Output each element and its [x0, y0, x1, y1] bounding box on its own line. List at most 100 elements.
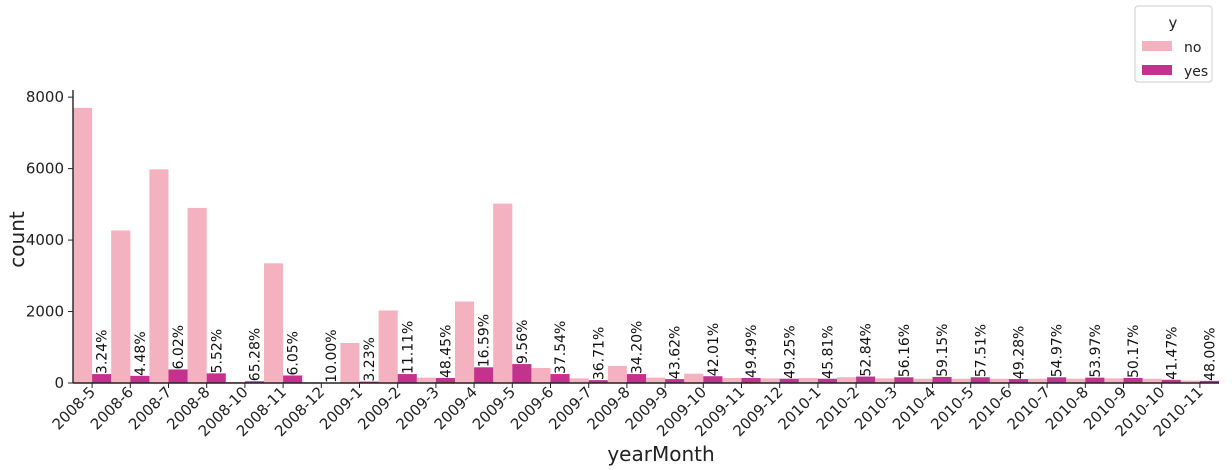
bar-no-2008-6 — [111, 230, 131, 383]
bar-yes-2009-4 — [474, 367, 494, 383]
percentage-label: 49.49% — [744, 325, 760, 378]
percentage-label: 54.97% — [1050, 324, 1066, 377]
bar-yes-2010-1 — [817, 378, 837, 383]
percentage-label: 9.56% — [515, 320, 531, 364]
bar-yes-2009-5 — [512, 364, 532, 383]
bar-yes-2008-10 — [244, 381, 264, 383]
percentage-label: 57.51% — [973, 324, 989, 377]
percentage-label: 49.28% — [1011, 326, 1027, 379]
legend-swatch-yes — [1142, 65, 1172, 75]
y-tick-label: 0 — [54, 374, 64, 392]
bar-no-2008-11 — [264, 263, 284, 383]
bar-no-2010-9 — [1104, 378, 1124, 383]
bar-no-2009-4 — [455, 301, 475, 383]
bar-yes-2009-12 — [779, 378, 799, 383]
bar-yes-2009-9 — [665, 379, 685, 383]
bar-yes-2008-6 — [130, 375, 150, 383]
percentage-label: 3.23% — [362, 337, 378, 381]
bar-no-2009-10 — [684, 373, 704, 383]
bar-no-2010-6 — [989, 378, 1009, 383]
percentage-label: 65.28% — [247, 328, 263, 381]
bar-no-2009-3 — [416, 377, 436, 383]
bar-no-2009-8 — [607, 365, 627, 383]
percentage-label: 3.24% — [95, 330, 111, 374]
percentage-label: 41.47% — [1164, 326, 1180, 379]
percentage-label: 10.00% — [324, 329, 340, 382]
percentage-label: 50.17% — [1126, 325, 1142, 378]
bar-no-2009-7 — [569, 378, 589, 383]
percentage-label: 4.48% — [133, 331, 149, 375]
bar-no-2009-12 — [760, 378, 780, 383]
bar-no-2009-6 — [531, 367, 551, 383]
bar-no-2010-11 — [1180, 380, 1200, 383]
legend-label-yes: yes — [1184, 64, 1208, 80]
bar-yes-2010-4 — [932, 376, 952, 383]
bar-yes-2009-8 — [626, 374, 646, 383]
percentage-label: 34.20% — [629, 321, 645, 374]
legend-title: y — [1169, 14, 1178, 32]
bar-no-2008-7 — [149, 169, 169, 383]
bar-no-2010-4 — [913, 378, 933, 383]
bar-no-2010-1 — [798, 377, 818, 383]
bar-yes-2009-6 — [550, 374, 570, 383]
y-tick-label: 8000 — [26, 88, 64, 106]
percentage-label: 48.45% — [438, 325, 454, 378]
bar-no-2010-3 — [875, 378, 895, 383]
bar-yes-2010-10 — [1161, 379, 1181, 383]
bar-yes-2009-3 — [435, 377, 455, 383]
bar-no-2009-9 — [646, 377, 666, 383]
bar-no-2010-5 — [951, 378, 971, 383]
percentage-label: 42.01% — [706, 323, 722, 376]
percentage-label: 6.05% — [286, 331, 302, 375]
bar-yes-2010-2 — [856, 376, 876, 383]
bar-no-2010-7 — [1028, 378, 1048, 383]
percentage-label: 59.15% — [935, 324, 951, 377]
bar-yes-2009-2 — [397, 374, 417, 383]
percentage-labels: 3.24% 4.48% 6.02% 5.52% 65.28% 6.05% 10.00% 3.2… — [95, 314, 1219, 383]
y-tick-label: 4000 — [26, 231, 64, 249]
percentage-label: 53.97% — [1088, 324, 1104, 377]
bar-no-2008-8 — [187, 207, 207, 383]
percentage-label: 6.02% — [171, 325, 187, 369]
percentage-label: 43.62% — [668, 326, 684, 379]
bar-yes-2008-11 — [283, 375, 303, 383]
bar-yes-2010-6 — [1008, 379, 1028, 383]
bar-no-2009-1 — [340, 342, 360, 383]
legend-label-no: no — [1184, 40, 1201, 56]
bar-yes-2010-7 — [1047, 377, 1067, 383]
legend-swatch-no — [1142, 41, 1172, 51]
percentage-label: 56.16% — [897, 324, 913, 377]
legend: y no yes — [1134, 5, 1213, 83]
bar-yes-2010-11 — [1199, 380, 1219, 383]
bar-yes-2008-7 — [168, 369, 188, 383]
bar-no-2008-5 — [73, 107, 93, 384]
percentage-label: 16.59% — [477, 314, 493, 367]
bar-yes-2009-11 — [741, 377, 761, 383]
bar-yes-2010-5 — [970, 377, 990, 383]
y-tick-label: 6000 — [26, 160, 64, 178]
bar-no-2009-11 — [722, 377, 742, 383]
bar-yes-2008-8 — [206, 373, 226, 383]
percentage-label: 37.54% — [553, 321, 569, 374]
bar-no-2009-5 — [493, 203, 513, 383]
bar-yes-2009-7 — [588, 380, 608, 383]
bar-no-2010-2 — [837, 377, 857, 383]
bar-no-2010-8 — [1066, 378, 1086, 383]
bar-yes-2009-10 — [703, 376, 723, 383]
x-axis-title: yearMonth — [607, 442, 714, 466]
percentage-label: 45.81% — [820, 325, 836, 378]
percentage-label: 52.84% — [859, 323, 875, 376]
percentage-label: 5.52% — [209, 329, 225, 373]
legend-box — [1134, 5, 1213, 83]
bar-no-2010-10 — [1142, 378, 1162, 383]
y-tick-label: 2000 — [26, 303, 64, 321]
percentage-label: 49.25% — [782, 325, 798, 378]
bar-yes-2010-8 — [1085, 377, 1105, 383]
percentage-label: 11.11% — [400, 321, 416, 374]
plot-area — [73, 107, 1219, 384]
bar-yes-2010-9 — [1123, 377, 1143, 383]
bar-yes-2010-3 — [894, 377, 914, 383]
percentage-label: 36.71% — [591, 327, 607, 380]
bar-yes-2008-5 — [92, 374, 112, 383]
